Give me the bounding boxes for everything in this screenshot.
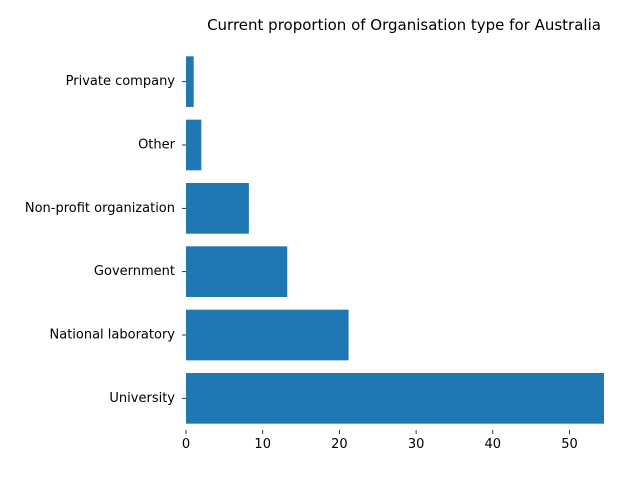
y-tick-label: National laboratory bbox=[50, 328, 176, 343]
y-tick-label: Private company bbox=[66, 74, 176, 89]
x-tick-label: 0 bbox=[182, 437, 190, 452]
y-tick-label: Government bbox=[94, 264, 175, 279]
y-tick-label: Other bbox=[138, 138, 176, 153]
x-tick-label: 50 bbox=[561, 437, 578, 452]
x-tick-label: 40 bbox=[485, 437, 502, 452]
bar-non-profit-organization bbox=[186, 183, 249, 234]
bar-private-company bbox=[186, 56, 194, 107]
y-tick-label: Non-profit organization bbox=[25, 201, 175, 216]
x-tick-label: 30 bbox=[408, 437, 425, 452]
x-tick-label: 10 bbox=[254, 437, 271, 452]
bars-group bbox=[186, 56, 604, 424]
x-axis: 0 10 20 30 40 50 bbox=[182, 430, 578, 452]
bar-national-laboratory bbox=[186, 309, 349, 361]
y-tick-label: University bbox=[109, 391, 175, 406]
x-tick-label: 20 bbox=[331, 437, 348, 452]
bar-other bbox=[186, 119, 202, 171]
bar-university bbox=[186, 373, 604, 424]
y-axis: University National laboratory Government N… bbox=[25, 74, 186, 406]
chart-title: Current proportion of Organisation type … bbox=[207, 16, 601, 34]
bar-government bbox=[186, 246, 288, 297]
